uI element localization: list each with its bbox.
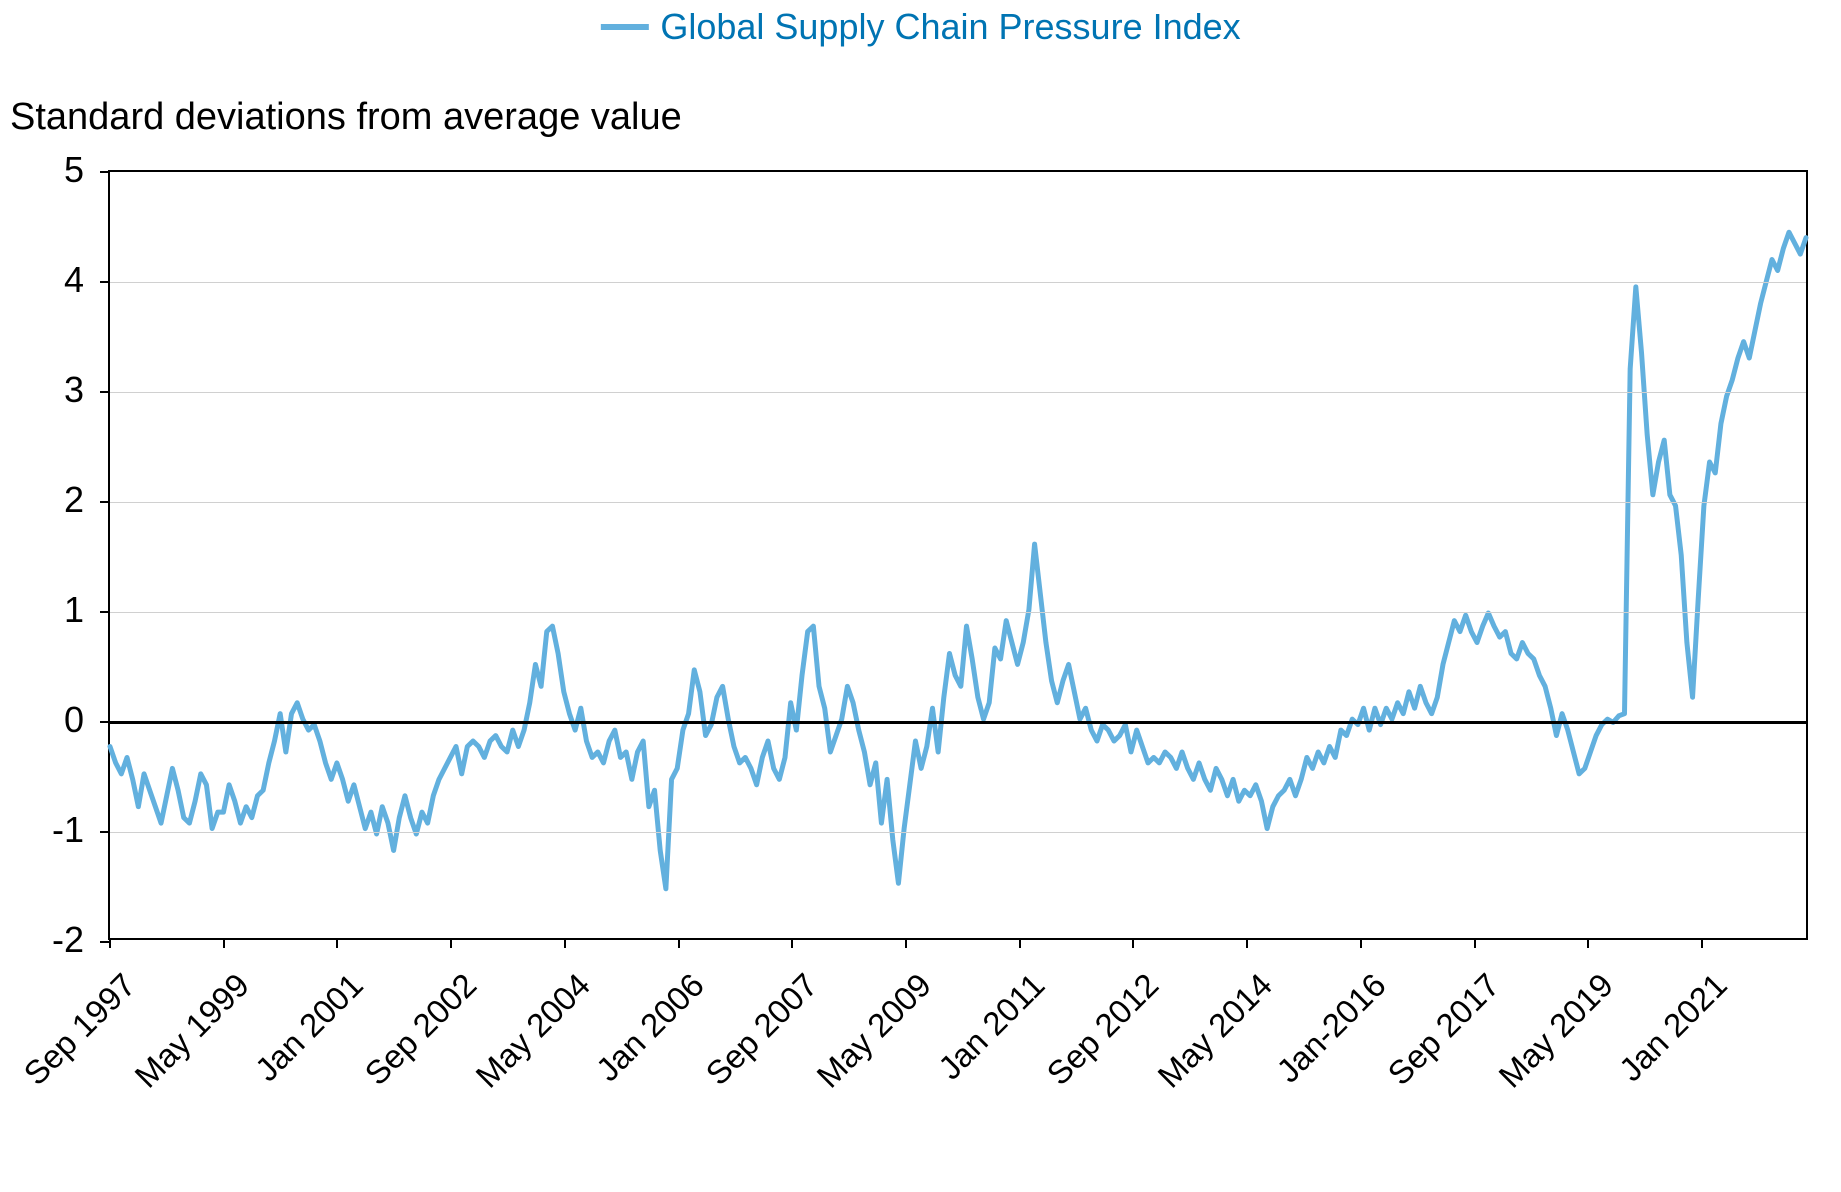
legend-label: Global Supply Chain Pressure Index [660,6,1240,48]
y-tick [100,721,110,723]
y-tick [100,611,110,613]
x-tick [1587,938,1589,948]
y-axis-label: 2 [64,479,84,521]
gridline [110,612,1806,613]
x-axis-label: Sep 2007 [698,966,825,1093]
series-line [110,232,1806,889]
x-tick [1474,938,1476,948]
chart-container: -2-1012345 Sep 1997May 1999Jan 2001Sep 2… [0,160,1841,1192]
gridline [110,502,1806,503]
x-axis-label: Jan 2001 [247,966,370,1089]
zero-line [110,721,1806,724]
gridline [110,282,1806,283]
y-tick [100,391,110,393]
x-axis-label: May 2004 [468,966,597,1095]
gridline [110,832,1806,833]
y-axis-label: 3 [64,369,84,411]
x-tick [791,938,793,948]
y-axis-label: -2 [52,919,84,961]
x-tick [1132,938,1134,948]
x-axis-label: Jan 2021 [1612,966,1735,1089]
y-axis-label: 4 [64,259,84,301]
x-axis-label: May 2009 [809,966,938,1095]
x-axis-label: Sep 1997 [16,966,143,1093]
y-tick [100,831,110,833]
x-tick [905,938,907,948]
x-tick [223,938,225,948]
chart-legend: Global Supply Chain Pressure Index [600,6,1240,48]
x-axis-label: Jan 2011 [931,966,1052,1087]
x-axis-label: Jan 2006 [589,966,712,1089]
x-tick [1701,938,1703,948]
x-tick [678,938,680,948]
x-tick [336,938,338,948]
y-axis-label: -1 [52,809,84,851]
x-axis-label: Sep 2002 [357,966,484,1093]
x-axis-label: May 2019 [1492,966,1621,1095]
x-axis-label: Jan-2016 [1270,966,1394,1090]
x-tick [1246,938,1248,948]
legend-swatch [600,24,648,30]
y-axis-label: 5 [64,149,84,191]
y-tick [100,171,110,173]
x-tick [564,938,566,948]
y-axis-labels: -2-1012345 [0,170,100,940]
x-axis-label: May 1999 [127,966,256,1095]
x-tick [450,938,452,948]
x-tick [1019,938,1021,948]
gridline [110,392,1806,393]
line-series [110,172,1806,938]
x-tick [109,938,111,948]
y-tick [100,281,110,283]
y-tick [100,501,110,503]
x-axis-labels: Sep 1997May 1999Jan 2001Sep 2002May 2004… [108,960,1808,1180]
plot-area [108,170,1808,940]
y-axis-label: 0 [64,699,84,741]
y-axis-label: 1 [64,589,84,631]
x-axis-label: Sep 2017 [1381,966,1508,1093]
x-axis-label: Sep 2012 [1039,966,1166,1093]
x-tick [1360,938,1362,948]
x-axis-label: May 2014 [1151,966,1280,1095]
chart-subtitle: Standard deviations from average value [10,96,682,139]
